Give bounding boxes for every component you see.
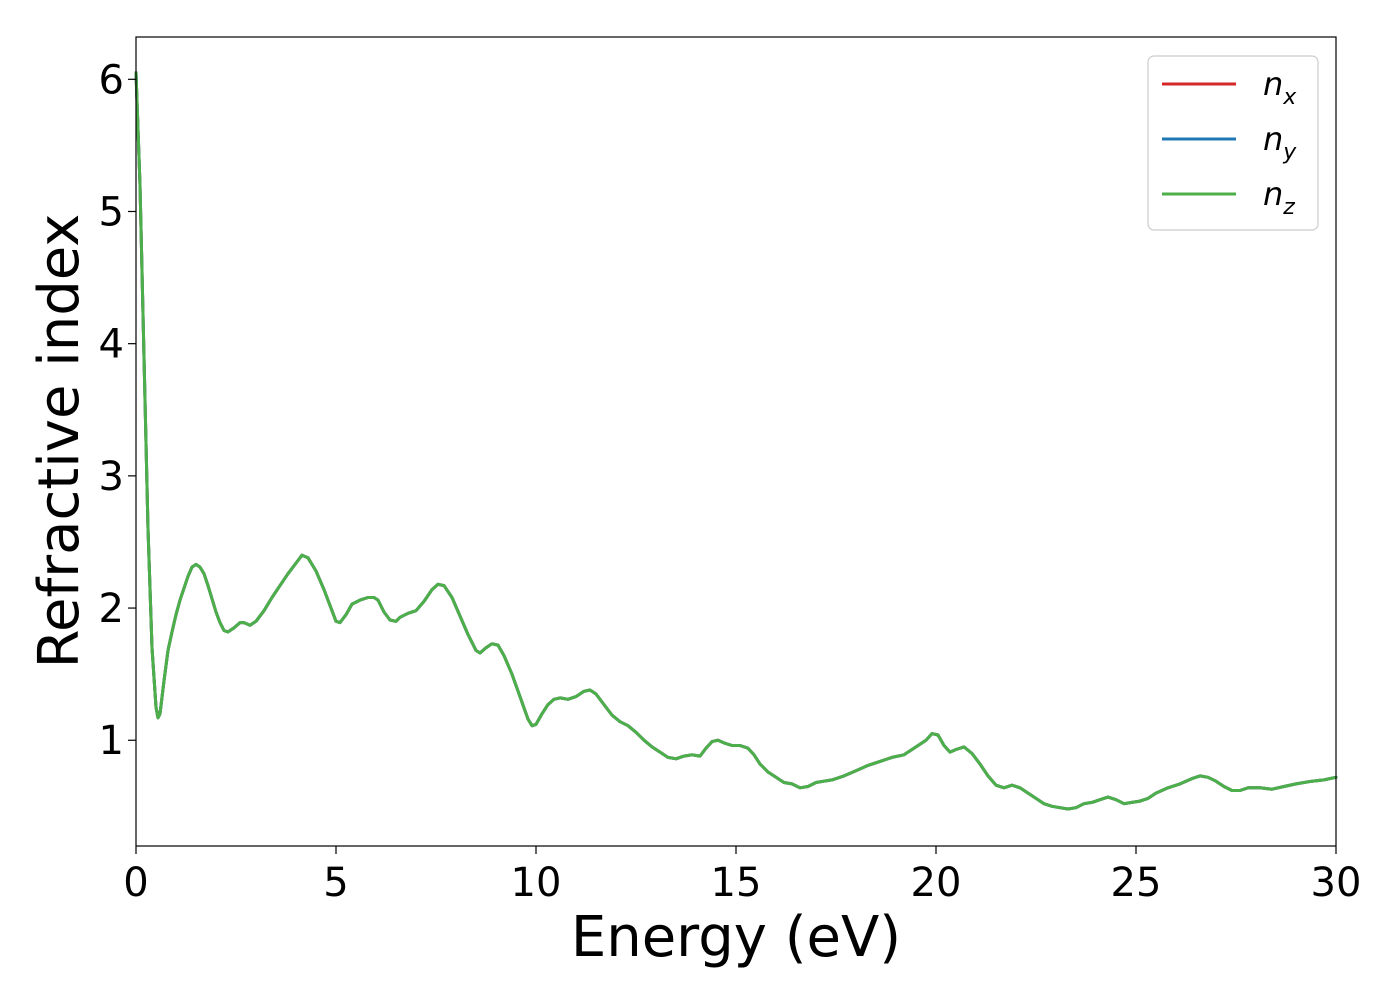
x-tick-label: 15 (711, 860, 762, 906)
legend-label-nx: nx (1263, 65, 1297, 110)
x-tick-label: 10 (511, 860, 562, 906)
y-tick-label: 6 (99, 57, 124, 103)
series-line-nz (134, 71, 1338, 811)
x-tick-label: 25 (1111, 860, 1162, 906)
x-tick-label: 5 (323, 860, 348, 906)
x-tick-label: 20 (911, 860, 962, 906)
x-tick-label: 0 (123, 860, 148, 906)
y-tick-label: 1 (99, 718, 124, 764)
y-axis-title: Refractive index (27, 214, 92, 669)
series-layer (134, 71, 1338, 811)
x-tick-label: 30 (1311, 860, 1362, 906)
y-tick-label: 4 (99, 322, 124, 368)
x-axis-title: Energy (eV) (571, 905, 901, 970)
legend-box (1147, 55, 1319, 231)
y-tick-label: 2 (99, 586, 124, 632)
ticks-layer: 0 5 10 15 20 25 30 1 2 3 4 5 6 (99, 57, 1362, 906)
y-tick-label: 3 (99, 454, 124, 500)
y-tick-label: 5 (99, 189, 124, 235)
